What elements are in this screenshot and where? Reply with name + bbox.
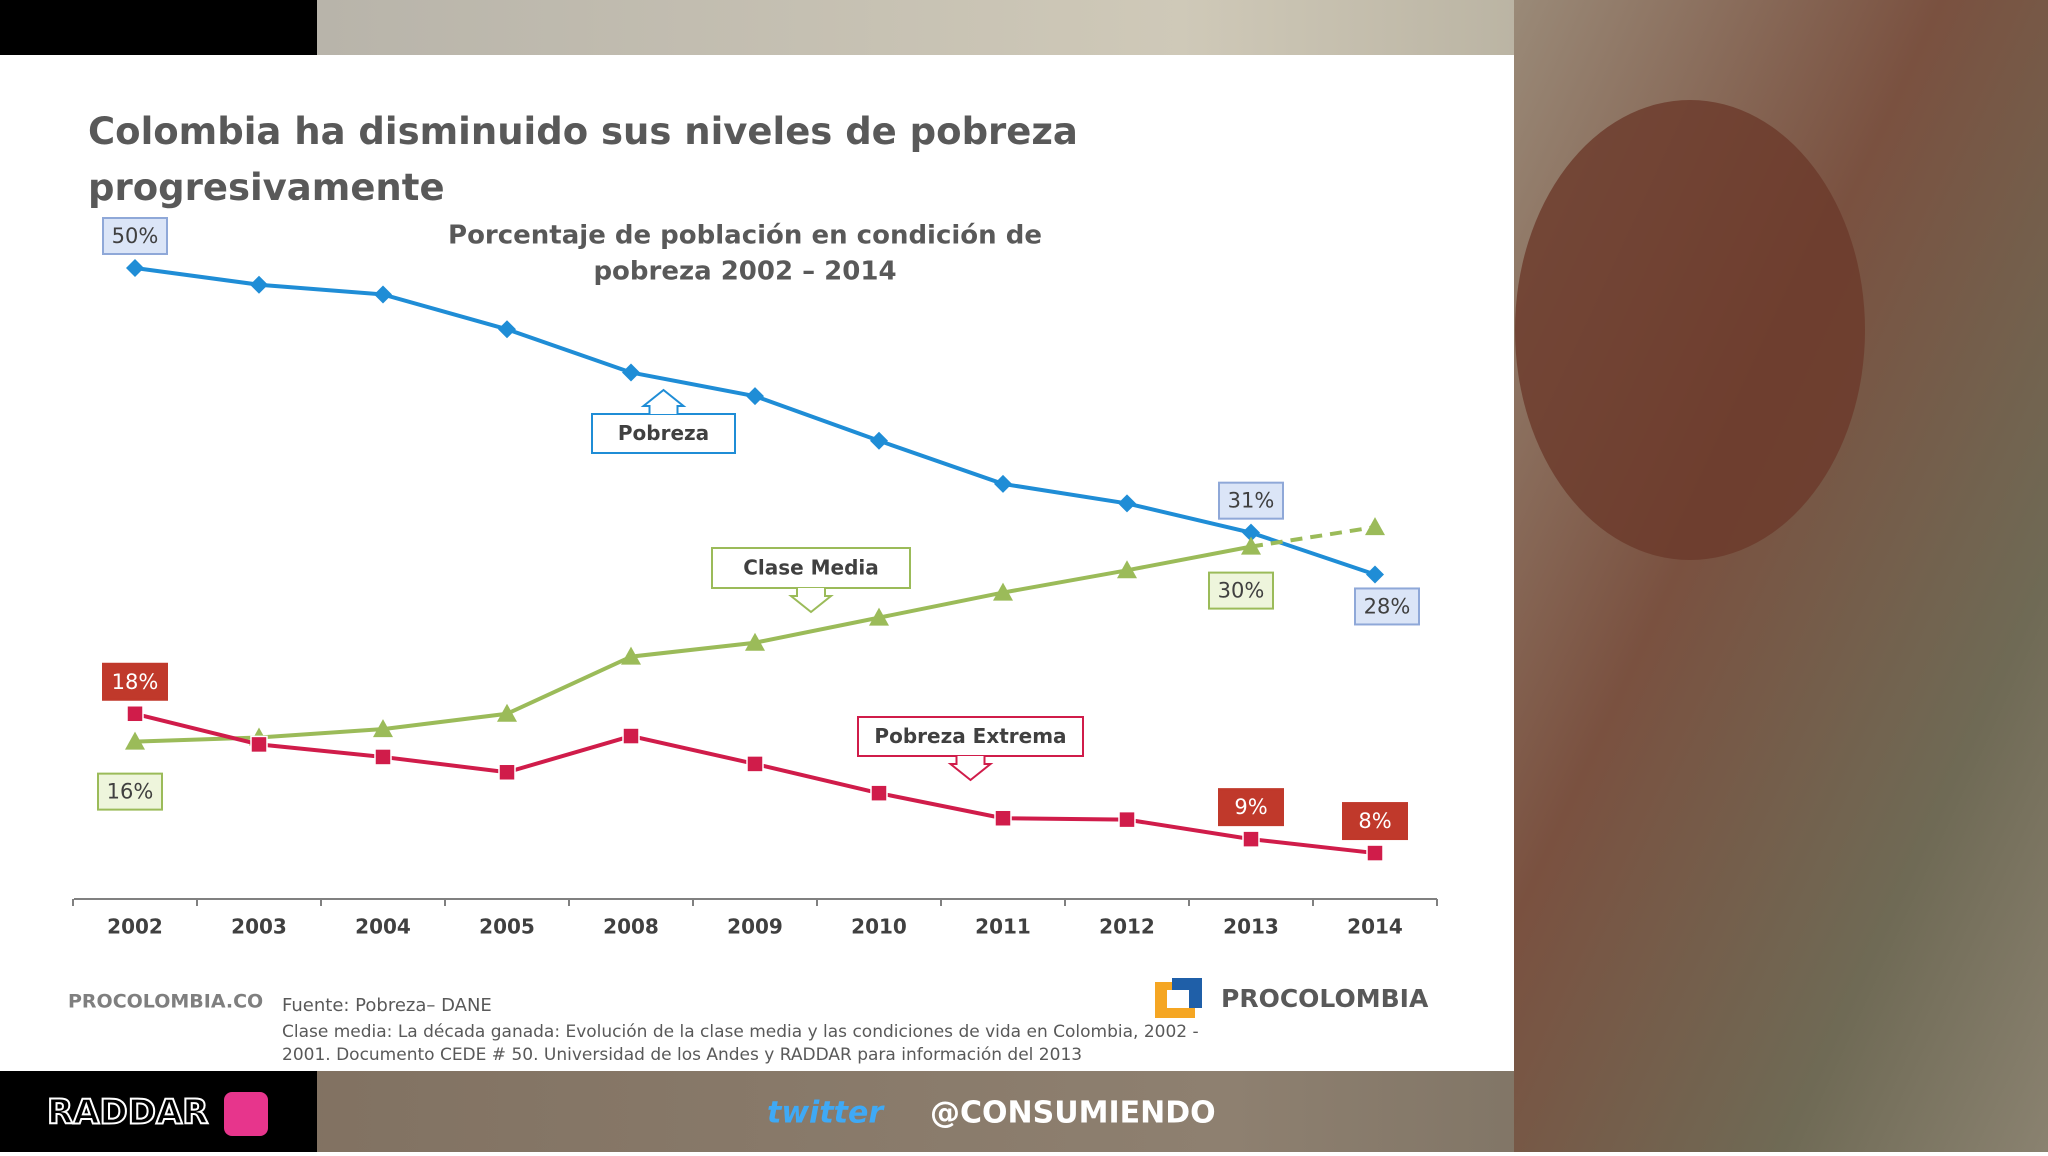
point [622, 363, 640, 382]
point [374, 285, 392, 304]
x-tick-label: 2012 [1099, 915, 1155, 939]
x-tick-label: 2011 [975, 915, 1031, 939]
point [1242, 523, 1260, 542]
point [1118, 494, 1136, 513]
label-box [1342, 802, 1408, 841]
x-tick-label: 2008 [603, 915, 659, 939]
point [621, 646, 641, 665]
point [497, 703, 517, 722]
point [125, 731, 145, 750]
point [1118, 810, 1136, 829]
data-label: 9% [1234, 795, 1267, 819]
handle: @CONSUMIENDO [930, 1096, 1216, 1131]
label-box [1218, 481, 1284, 520]
line-projection [1250, 525, 1376, 549]
label-box [1208, 571, 1274, 610]
source: Fuente: Pobreza– DANE [282, 995, 492, 1016]
x-tick-label: 2009 [727, 915, 783, 939]
point [869, 607, 889, 626]
data-label: 8% [1358, 809, 1391, 833]
x-tick-label: 2002 [107, 915, 163, 939]
label-box [1354, 587, 1420, 626]
series: 50% 31% 28% [102, 217, 1420, 626]
subtitle: Porcentaje de población en condición de [448, 221, 1042, 251]
subtitle: pobreza 2002 – 2014 [593, 257, 896, 287]
x-tick-label: 2005 [479, 915, 535, 939]
source: 2001. Documento CEDE # 50. Universidad d… [282, 1045, 1082, 1065]
point [870, 784, 888, 802]
x-tick-label: 2013 [1223, 915, 1279, 939]
x-tick-label: 2003 [231, 915, 287, 939]
face [1515, 100, 1865, 560]
callout-arrow [947, 756, 994, 782]
legend-label: Clase Media [743, 556, 879, 580]
point [1366, 565, 1384, 584]
black-bar [0, 0, 317, 55]
series: 16% 30% [97, 517, 1385, 811]
data-label: 50% [112, 224, 159, 248]
point [994, 809, 1012, 827]
source: Clase media: La década ganada: Evolución… [282, 1022, 1199, 1042]
label-box [102, 217, 168, 255]
legend-label: Pobreza Extrema [874, 724, 1066, 748]
point [250, 735, 268, 754]
callout-box [711, 547, 911, 589]
callout-box [857, 716, 1084, 757]
legend-callout: Pobreza Extrema [857, 716, 1084, 782]
point [498, 763, 516, 782]
point [1117, 560, 1137, 579]
point [994, 474, 1012, 493]
callout-arrow [640, 388, 687, 414]
data-label: 28% [1364, 594, 1411, 618]
co-badge [224, 1092, 268, 1136]
logo-icon [1155, 978, 1202, 1018]
point [498, 320, 516, 339]
point [993, 582, 1013, 601]
point [1366, 844, 1384, 862]
callout-arrow [788, 588, 834, 614]
point [746, 387, 764, 406]
series: 18% 9% 8% [102, 662, 1408, 862]
logo-text: PROCOLOMBIA [1221, 984, 1429, 1013]
label-box [1218, 788, 1284, 827]
callout-box [591, 413, 736, 454]
site: PROCOLOMBIA.CO [68, 991, 263, 1013]
data-label: 16% [107, 780, 154, 804]
point [1365, 517, 1385, 536]
point [746, 755, 764, 773]
legend-callout: Pobreza [591, 388, 736, 454]
point [126, 705, 144, 723]
point [745, 632, 765, 651]
data-label: 18% [112, 670, 159, 694]
point [870, 431, 888, 450]
twitter: twitter [767, 1096, 885, 1131]
legend-label: Pobreza [618, 421, 709, 445]
point [622, 727, 640, 745]
point [373, 719, 393, 738]
label-box [97, 772, 163, 811]
data-label: 31% [1228, 489, 1275, 513]
point [126, 259, 144, 277]
data-label: 30% [1218, 579, 1265, 603]
x-tick-label: 2014 [1347, 915, 1403, 939]
x-tick-label: 2004 [355, 915, 411, 939]
point [374, 748, 392, 766]
point [1242, 830, 1260, 848]
chart-title: Colombia ha disminuido sus niveles de po… [88, 110, 1078, 209]
company: RADDAR [47, 1093, 208, 1133]
line [134, 544, 1252, 744]
point [250, 275, 268, 294]
legend-callout: Clase Media [711, 547, 911, 614]
label-box [102, 662, 168, 701]
x-tick-label: 2010 [851, 915, 907, 939]
point [1241, 536, 1261, 555]
